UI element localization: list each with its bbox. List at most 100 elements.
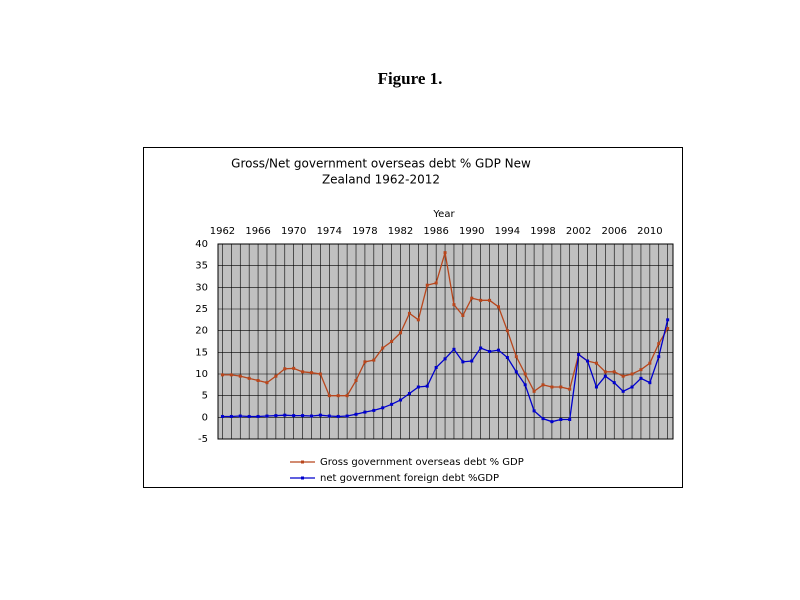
data-point — [247, 414, 251, 418]
x-tick-label: 1986 — [423, 226, 448, 237]
data-point — [416, 385, 420, 389]
data-point — [443, 357, 447, 361]
data-point — [309, 414, 313, 418]
data-point — [399, 398, 403, 402]
data-point — [603, 374, 607, 378]
data-point — [354, 379, 358, 382]
x-tick-label: 1962 — [210, 226, 235, 237]
data-point — [363, 410, 367, 414]
figure-label: Figure 1. — [378, 69, 443, 88]
data-point — [265, 414, 269, 418]
data-point — [229, 373, 233, 377]
data-point — [256, 379, 260, 382]
data-point — [452, 303, 456, 307]
data-point — [425, 283, 429, 287]
data-point — [301, 370, 305, 374]
data-point — [292, 414, 296, 418]
data-point — [612, 370, 616, 374]
data-point — [666, 318, 670, 322]
data-point — [514, 355, 518, 359]
data-point — [514, 370, 518, 374]
data-point — [470, 296, 474, 300]
x-tick-label: 1990 — [459, 226, 484, 237]
plot-area — [218, 244, 673, 439]
data-point — [505, 329, 509, 333]
data-point — [657, 342, 661, 346]
data-point — [247, 376, 251, 380]
data-point — [327, 394, 331, 398]
data-point — [496, 348, 500, 352]
data-point — [577, 353, 581, 356]
data-point — [336, 394, 340, 398]
x-axis-label: Year — [432, 209, 455, 220]
data-point — [568, 387, 572, 391]
data-point — [372, 408, 376, 412]
data-point — [238, 374, 242, 378]
data-point — [434, 366, 438, 369]
data-point — [568, 418, 572, 421]
data-point — [461, 360, 465, 364]
data-point — [586, 359, 590, 363]
data-point — [274, 374, 278, 378]
legend-marker — [301, 476, 304, 480]
data-point — [630, 385, 634, 389]
data-point — [541, 383, 545, 387]
x-tick-label: 1974 — [317, 226, 342, 237]
y-tick-label: 40 — [195, 239, 208, 250]
data-point — [594, 361, 598, 365]
data-point — [399, 331, 403, 335]
chart-title: Zealand 1962-2012 — [322, 173, 440, 187]
y-tick-label: 5 — [202, 391, 208, 402]
y-tick-label: 0 — [202, 412, 208, 423]
y-tick-label: 25 — [195, 304, 208, 315]
data-point — [318, 372, 322, 376]
data-point — [523, 372, 527, 376]
data-point — [229, 414, 233, 418]
x-tick-label: 1998 — [530, 226, 555, 237]
data-point — [505, 356, 509, 360]
data-point — [532, 409, 536, 413]
legend-marker — [301, 460, 304, 464]
data-point — [666, 327, 670, 330]
data-point — [256, 414, 260, 418]
data-point — [292, 366, 296, 370]
data-point — [238, 414, 242, 418]
data-point — [425, 384, 429, 388]
y-tick-label: 30 — [195, 282, 208, 293]
data-point — [416, 318, 420, 322]
legend-label: Gross government overseas debt % GDP — [320, 457, 524, 468]
data-point — [434, 281, 438, 285]
data-point — [621, 374, 625, 378]
data-point — [648, 361, 652, 365]
data-point — [559, 385, 563, 389]
data-point — [488, 298, 492, 302]
data-point — [594, 385, 598, 389]
data-point — [407, 392, 411, 395]
data-point — [265, 381, 269, 385]
x-tick-label: 1970 — [281, 226, 306, 237]
data-point — [523, 383, 527, 387]
data-point — [309, 371, 313, 375]
x-tick-label: 1994 — [495, 226, 520, 237]
data-point — [488, 349, 492, 353]
data-point — [372, 358, 376, 362]
data-point — [479, 298, 483, 302]
data-point — [443, 251, 447, 255]
data-point — [461, 314, 465, 317]
data-point — [621, 389, 625, 393]
data-point — [639, 376, 643, 380]
data-point — [541, 417, 545, 421]
y-tick-label: 15 — [195, 347, 208, 358]
x-tick-label: 1978 — [352, 226, 377, 237]
data-point — [345, 414, 349, 418]
data-point — [470, 359, 474, 363]
data-point — [407, 311, 411, 315]
y-tick-label: 10 — [195, 369, 208, 380]
data-point — [550, 420, 554, 424]
y-tick-label: -5 — [198, 434, 208, 445]
data-point — [657, 355, 661, 359]
x-tick-label: 1982 — [388, 226, 413, 237]
data-point — [603, 370, 607, 374]
data-point — [479, 346, 483, 350]
